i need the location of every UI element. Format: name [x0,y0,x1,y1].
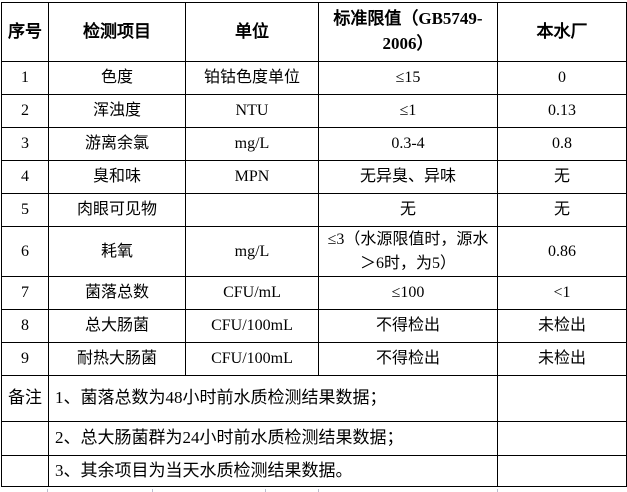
cell-limit: 无 [318,193,498,227]
cell-no: 3 [1,127,49,161]
header-cell-plant: 本水厂 [497,2,627,62]
cell-item: 耗氧 [48,226,186,277]
header-cell-item: 检测项目 [48,2,186,62]
cell-unit: mg/L [185,226,319,277]
faint-gridline [497,489,498,492]
empty-cell [1,421,49,456]
cell-value: 未检出 [497,309,627,343]
cell-unit: NTU [185,94,319,128]
notes-row: 3、其余项目为当天水质检测结果数据。 [1,455,627,487]
cell-value: 0.86 [497,226,627,277]
header-cell-no: 序号 [1,2,49,62]
table-row: 2 浑浊度 NTU ≤1 0.13 [1,94,627,128]
faint-gridline [318,489,319,492]
empty-cell [497,375,627,422]
cell-no: 4 [1,160,49,194]
cell-limit: ≤100 [318,276,498,310]
cell-no: 2 [1,94,49,128]
table-row: 1 色度 铂钴色度单位 ≤15 0 [1,61,627,95]
cell-value: 0.8 [497,127,627,161]
cell-item: 菌落总数 [48,276,186,310]
cell-limit: ≤3（水源限值时，源水＞6时，为5） [318,226,498,277]
cell-unit: mg/L [185,127,319,161]
table-row: 4 臭和味 MPN 无异臭、异味 无 [1,160,627,194]
cell-limit: 0.3-4 [318,127,498,161]
cell-item: 总大肠菌 [48,309,186,343]
table-row: 7 菌落总数 CFU/mL ≤100 <1 [1,276,627,310]
faint-gridline [265,489,266,492]
cell-no: 7 [1,276,49,310]
cell-item: 游离余氯 [48,127,186,161]
empty-cell [497,421,627,456]
cell-unit: CFU/mL [185,276,319,310]
cell-item: 浑浊度 [48,94,186,128]
cell-item: 色度 [48,61,186,95]
faint-gridline [152,489,153,492]
cell-no: 1 [1,61,49,95]
cell-no: 9 [1,342,49,376]
empty-cell [497,455,627,487]
cell-unit: MPN [185,160,319,194]
header-cell-unit: 单位 [185,2,319,62]
cell-value: 未检出 [497,342,627,376]
note-text-cell: 1、菌落总数为48小时前水质检测结果数据； [48,375,498,422]
table-row: 8 总大肠菌 CFU/100mL 不得检出 未检出 [1,309,627,343]
cell-item: 耐热大肠菌 [48,342,186,376]
cell-unit [185,193,319,227]
header-cell-limit: 标准限值（GB5749-2006） [318,2,498,62]
notes-label-cell: 备注 [1,375,49,422]
cell-value: 0 [497,61,627,95]
cell-limit: 不得检出 [318,309,498,343]
table-row: 9 耐热大肠菌 CFU/100mL 不得检出 未检出 [1,342,627,376]
cropped-next-row [0,489,627,492]
header-row: 序号 检测项目 单位 标准限值（GB5749-2006） 本水厂 [1,2,627,62]
cell-no: 6 [1,226,49,277]
note-text-cell: 3、其余项目为当天水质检测结果数据。 [48,455,498,487]
table-row: 3 游离余氯 mg/L 0.3-4 0.8 [1,127,627,161]
cell-limit: ≤1 [318,94,498,128]
cell-limit: ≤15 [318,61,498,95]
cell-item: 臭和味 [48,160,186,194]
cell-limit: 不得检出 [318,342,498,376]
cell-limit: 无异臭、异味 [318,160,498,194]
table-row: 5 肉眼可见物 无 无 [1,193,627,227]
notes-row: 2、总大肠菌群为24小时前水质检测结果数据； [1,421,627,456]
cell-no: 5 [1,193,49,227]
cell-value: 0.13 [497,94,627,128]
notes-row: 备注 1、菌落总数为48小时前水质检测结果数据； [1,375,627,422]
cell-item: 肉眼可见物 [48,193,186,227]
faint-gridline [47,489,48,492]
cell-no: 8 [1,309,49,343]
note-text-cell: 2、总大肠菌群为24小时前水质检测结果数据； [48,421,498,456]
table-row: 6 耗氧 mg/L ≤3（水源限值时，源水＞6时，为5） 0.86 [1,226,627,277]
cell-unit: CFU/100mL [185,309,319,343]
cell-value: 无 [497,160,627,194]
cell-unit: CFU/100mL [185,342,319,376]
cell-unit: 铂钴色度单位 [185,61,319,95]
cell-value: <1 [497,276,627,310]
empty-cell [1,455,49,487]
cell-value: 无 [497,193,627,227]
